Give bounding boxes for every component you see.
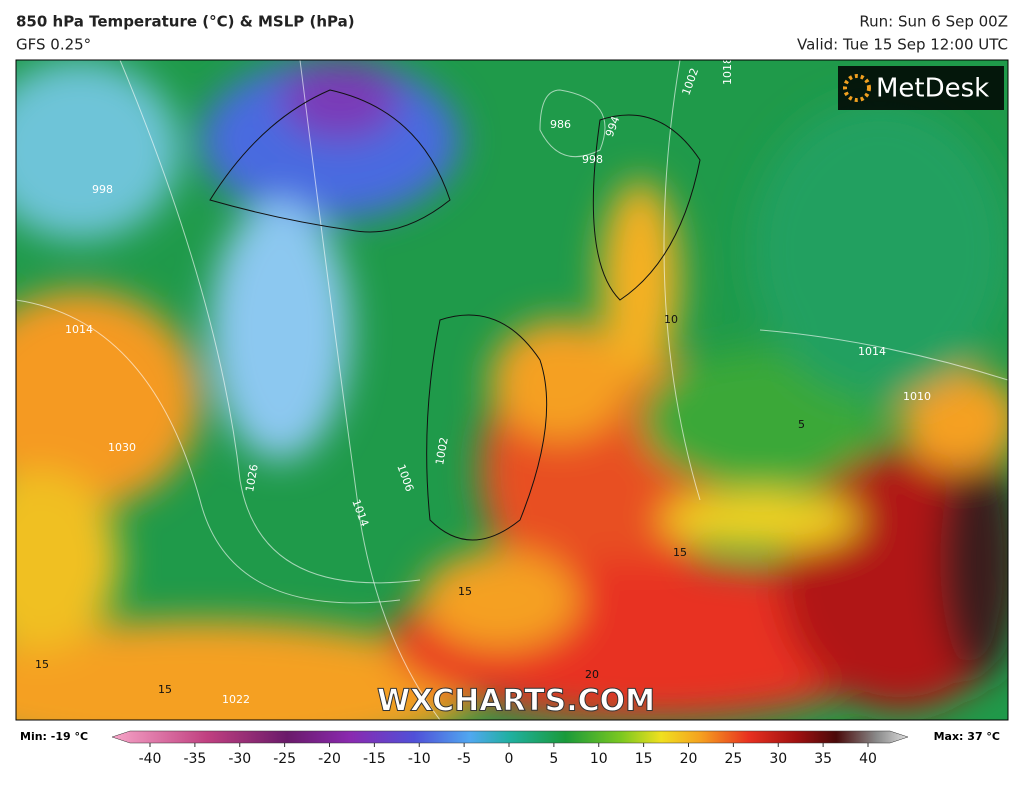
colorbar-ticks: -40 -35 -30 -25 -20 -15 -10 -5 0 5 10 15 20 25 30 35 40	[139, 743, 877, 767]
isobar-label: 1018	[721, 57, 734, 85]
temperature-label: 15	[158, 683, 172, 696]
isobar-label: 1026	[243, 463, 261, 493]
valid-time: Valid: Tue 15 Sep 12:00 UTC	[797, 36, 1008, 54]
title: 850 hPa Temperature (°C) & MSLP (hPa)	[16, 13, 355, 31]
temperature-label: 5	[798, 418, 805, 431]
isobar-label: 1022	[222, 693, 250, 706]
max-label: Max: 37 °C	[934, 730, 1000, 743]
colorbar-tick-label: -5	[457, 751, 471, 767]
colorbar-tick-label: -20	[318, 751, 341, 767]
colorbar-tick-label: -25	[273, 751, 296, 767]
map: MetDesk WXCHARTS.COM 1014 1030 1026 1014…	[16, 57, 1008, 720]
temperature-label: 15	[673, 546, 687, 559]
isobar-label: 1014	[858, 345, 886, 358]
isobar-label: 1014	[65, 323, 93, 336]
temperature-label: 15	[458, 585, 472, 598]
colorbar-tick-label: -10	[408, 751, 431, 767]
isobar-label: 998	[582, 153, 603, 166]
colorbar-tick-label: -30	[228, 751, 251, 767]
isobar-label: 1002	[433, 436, 451, 466]
colorbar-tick-label: 10	[590, 751, 608, 767]
colorbar-tick-label: 15	[635, 751, 653, 767]
run-time: Run: Sun 6 Sep 00Z	[859, 13, 1008, 31]
watermark: WXCHARTS.COM	[377, 684, 655, 719]
temperature-label: 10	[664, 313, 678, 326]
colorbar-tick-label: 35	[814, 751, 832, 767]
temperature-label: 15	[35, 658, 49, 671]
subtitle: GFS 0.25°	[16, 36, 91, 54]
isobar-label: 998	[92, 183, 113, 196]
colorbar-tick-label: -40	[139, 751, 162, 767]
colorbar-tick-label: 5	[549, 751, 558, 767]
isobar-label: 1030	[108, 441, 136, 454]
colorbar-tick-label: 25	[724, 751, 742, 767]
isobar-label: 1010	[903, 390, 931, 403]
colorbar-tick-label: 0	[505, 751, 514, 767]
min-label: Min: -19 °C	[20, 730, 88, 743]
colorbar-tick-label: -15	[363, 751, 386, 767]
colorbar-tick-label: 30	[769, 751, 787, 767]
logo: MetDesk	[876, 74, 989, 104]
colorbar-tick-label: 20	[680, 751, 698, 767]
colorbar-tick-label: 40	[859, 751, 877, 767]
colorbar	[111, 730, 909, 744]
colorbar-tick-label: -35	[183, 751, 206, 767]
temperature-label: 20	[585, 668, 599, 681]
isobar-label: 986	[550, 118, 571, 131]
